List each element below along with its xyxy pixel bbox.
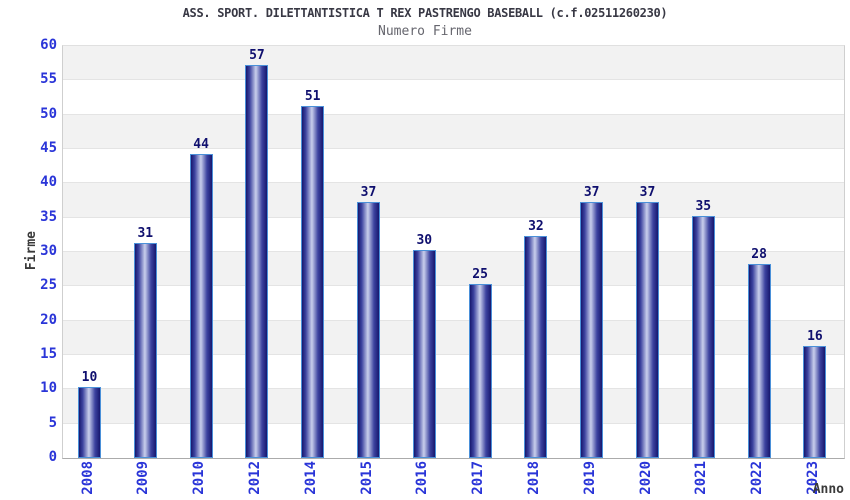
x-tick-label: 2019 — [581, 461, 598, 495]
gridline — [63, 148, 844, 149]
gridline — [63, 251, 844, 252]
bar-value-label: 35 — [695, 198, 712, 214]
x-axis-ticks: 2008 2009 2010 2012 2014 2015 2016 2017 2018 2019… — [62, 461, 843, 500]
plot-band — [63, 252, 844, 287]
plot-area: 10 31 44 57 51 37 30 25 32 37 37 35 28 16 — [62, 45, 845, 459]
gridline — [63, 216, 844, 218]
bar-2016 — [412, 250, 436, 458]
x-tick-label: 2012 — [246, 461, 263, 495]
plot-band — [63, 183, 844, 218]
bar-2012 — [245, 64, 269, 458]
y-tick-label: 20 — [40, 311, 57, 328]
gridline — [63, 422, 844, 424]
bar-value-label: 30 — [416, 233, 433, 248]
y-tick-label: 0 — [48, 449, 57, 465]
gridline — [63, 79, 844, 81]
bar-value-label: 28 — [751, 246, 767, 262]
y-axis-ticks: 0 5 10 15 20 25 30 35 40 45 50 55 60 — [0, 37, 57, 465]
plot-band — [63, 217, 844, 252]
x-tick-label: 2020 — [637, 461, 654, 495]
bar-value-label: 16 — [807, 329, 823, 345]
bar-value-label: 37 — [639, 184, 656, 200]
x-tick-label: 2016 — [414, 461, 431, 495]
bar-value-label: 31 — [137, 226, 154, 242]
x-tick-label: 2017 — [470, 461, 487, 495]
bar-2015 — [357, 201, 380, 458]
plot-band — [63, 320, 844, 355]
bar-2018 — [524, 236, 548, 458]
gridline — [63, 388, 844, 390]
x-tick-label: 2009 — [135, 461, 152, 495]
bar-2021 — [691, 215, 715, 458]
gridline — [63, 285, 844, 287]
y-tick-label: 50 — [40, 105, 57, 122]
bar-value-label: 32 — [528, 219, 544, 235]
bar-value-label: 25 — [472, 267, 488, 283]
bar-2010 — [189, 153, 213, 458]
plot-band — [63, 46, 844, 81]
bar-value-label: 57 — [249, 47, 265, 63]
x-tick-label: 2021 — [693, 461, 710, 495]
gridline — [63, 319, 844, 321]
chart-title: ASS. SPORT. DILETTANTISTICA T REX PASTRE… — [182, 6, 668, 20]
plot-band — [63, 423, 844, 458]
y-tick-label: 30 — [40, 243, 57, 259]
y-tick-label: 45 — [40, 140, 57, 156]
y-tick-label: 35 — [40, 208, 57, 225]
x-tick-label: 2010 — [191, 461, 208, 495]
bar-value-label: 37 — [360, 184, 377, 200]
x-tick-label: 2008 — [79, 461, 96, 495]
x-tick-label: 2018 — [525, 461, 542, 495]
bar-value-label: 37 — [583, 184, 600, 200]
bar-value-label: 44 — [193, 136, 209, 152]
bar-value-label: 51 — [304, 88, 321, 104]
y-tick-label: 60 — [40, 37, 57, 53]
y-tick-label: 10 — [40, 380, 57, 397]
bar-2022 — [747, 263, 771, 458]
y-tick-label: 40 — [40, 174, 57, 191]
x-tick-label: 2015 — [358, 461, 375, 495]
y-tick-label: 5 — [48, 414, 57, 431]
plot-band — [63, 149, 844, 184]
gridline — [63, 113, 844, 115]
gridline — [63, 182, 844, 184]
bar-2008 — [78, 387, 101, 458]
plot-band — [63, 286, 844, 321]
plot-band — [63, 114, 844, 149]
bar-2017 — [468, 284, 492, 458]
bar-value-label: 10 — [81, 370, 98, 386]
bar-2009 — [133, 243, 157, 458]
chart-subtitle: Numero Firme — [378, 24, 472, 39]
plot-band — [63, 389, 844, 424]
plot-band — [63, 355, 844, 390]
bar-2014 — [301, 105, 325, 458]
plot-band — [63, 80, 844, 115]
x-axis-title: Anno — [812, 482, 844, 497]
x-tick-label: 2014 — [302, 461, 319, 495]
y-tick-label: 55 — [40, 71, 57, 88]
y-tick-label: 25 — [40, 277, 57, 294]
bar-2019 — [580, 201, 604, 458]
x-tick-label: 2022 — [749, 461, 766, 495]
bar-2023 — [803, 346, 827, 458]
gridline — [63, 354, 844, 355]
bar-2020 — [636, 201, 659, 458]
y-tick-label: 15 — [40, 346, 57, 362]
